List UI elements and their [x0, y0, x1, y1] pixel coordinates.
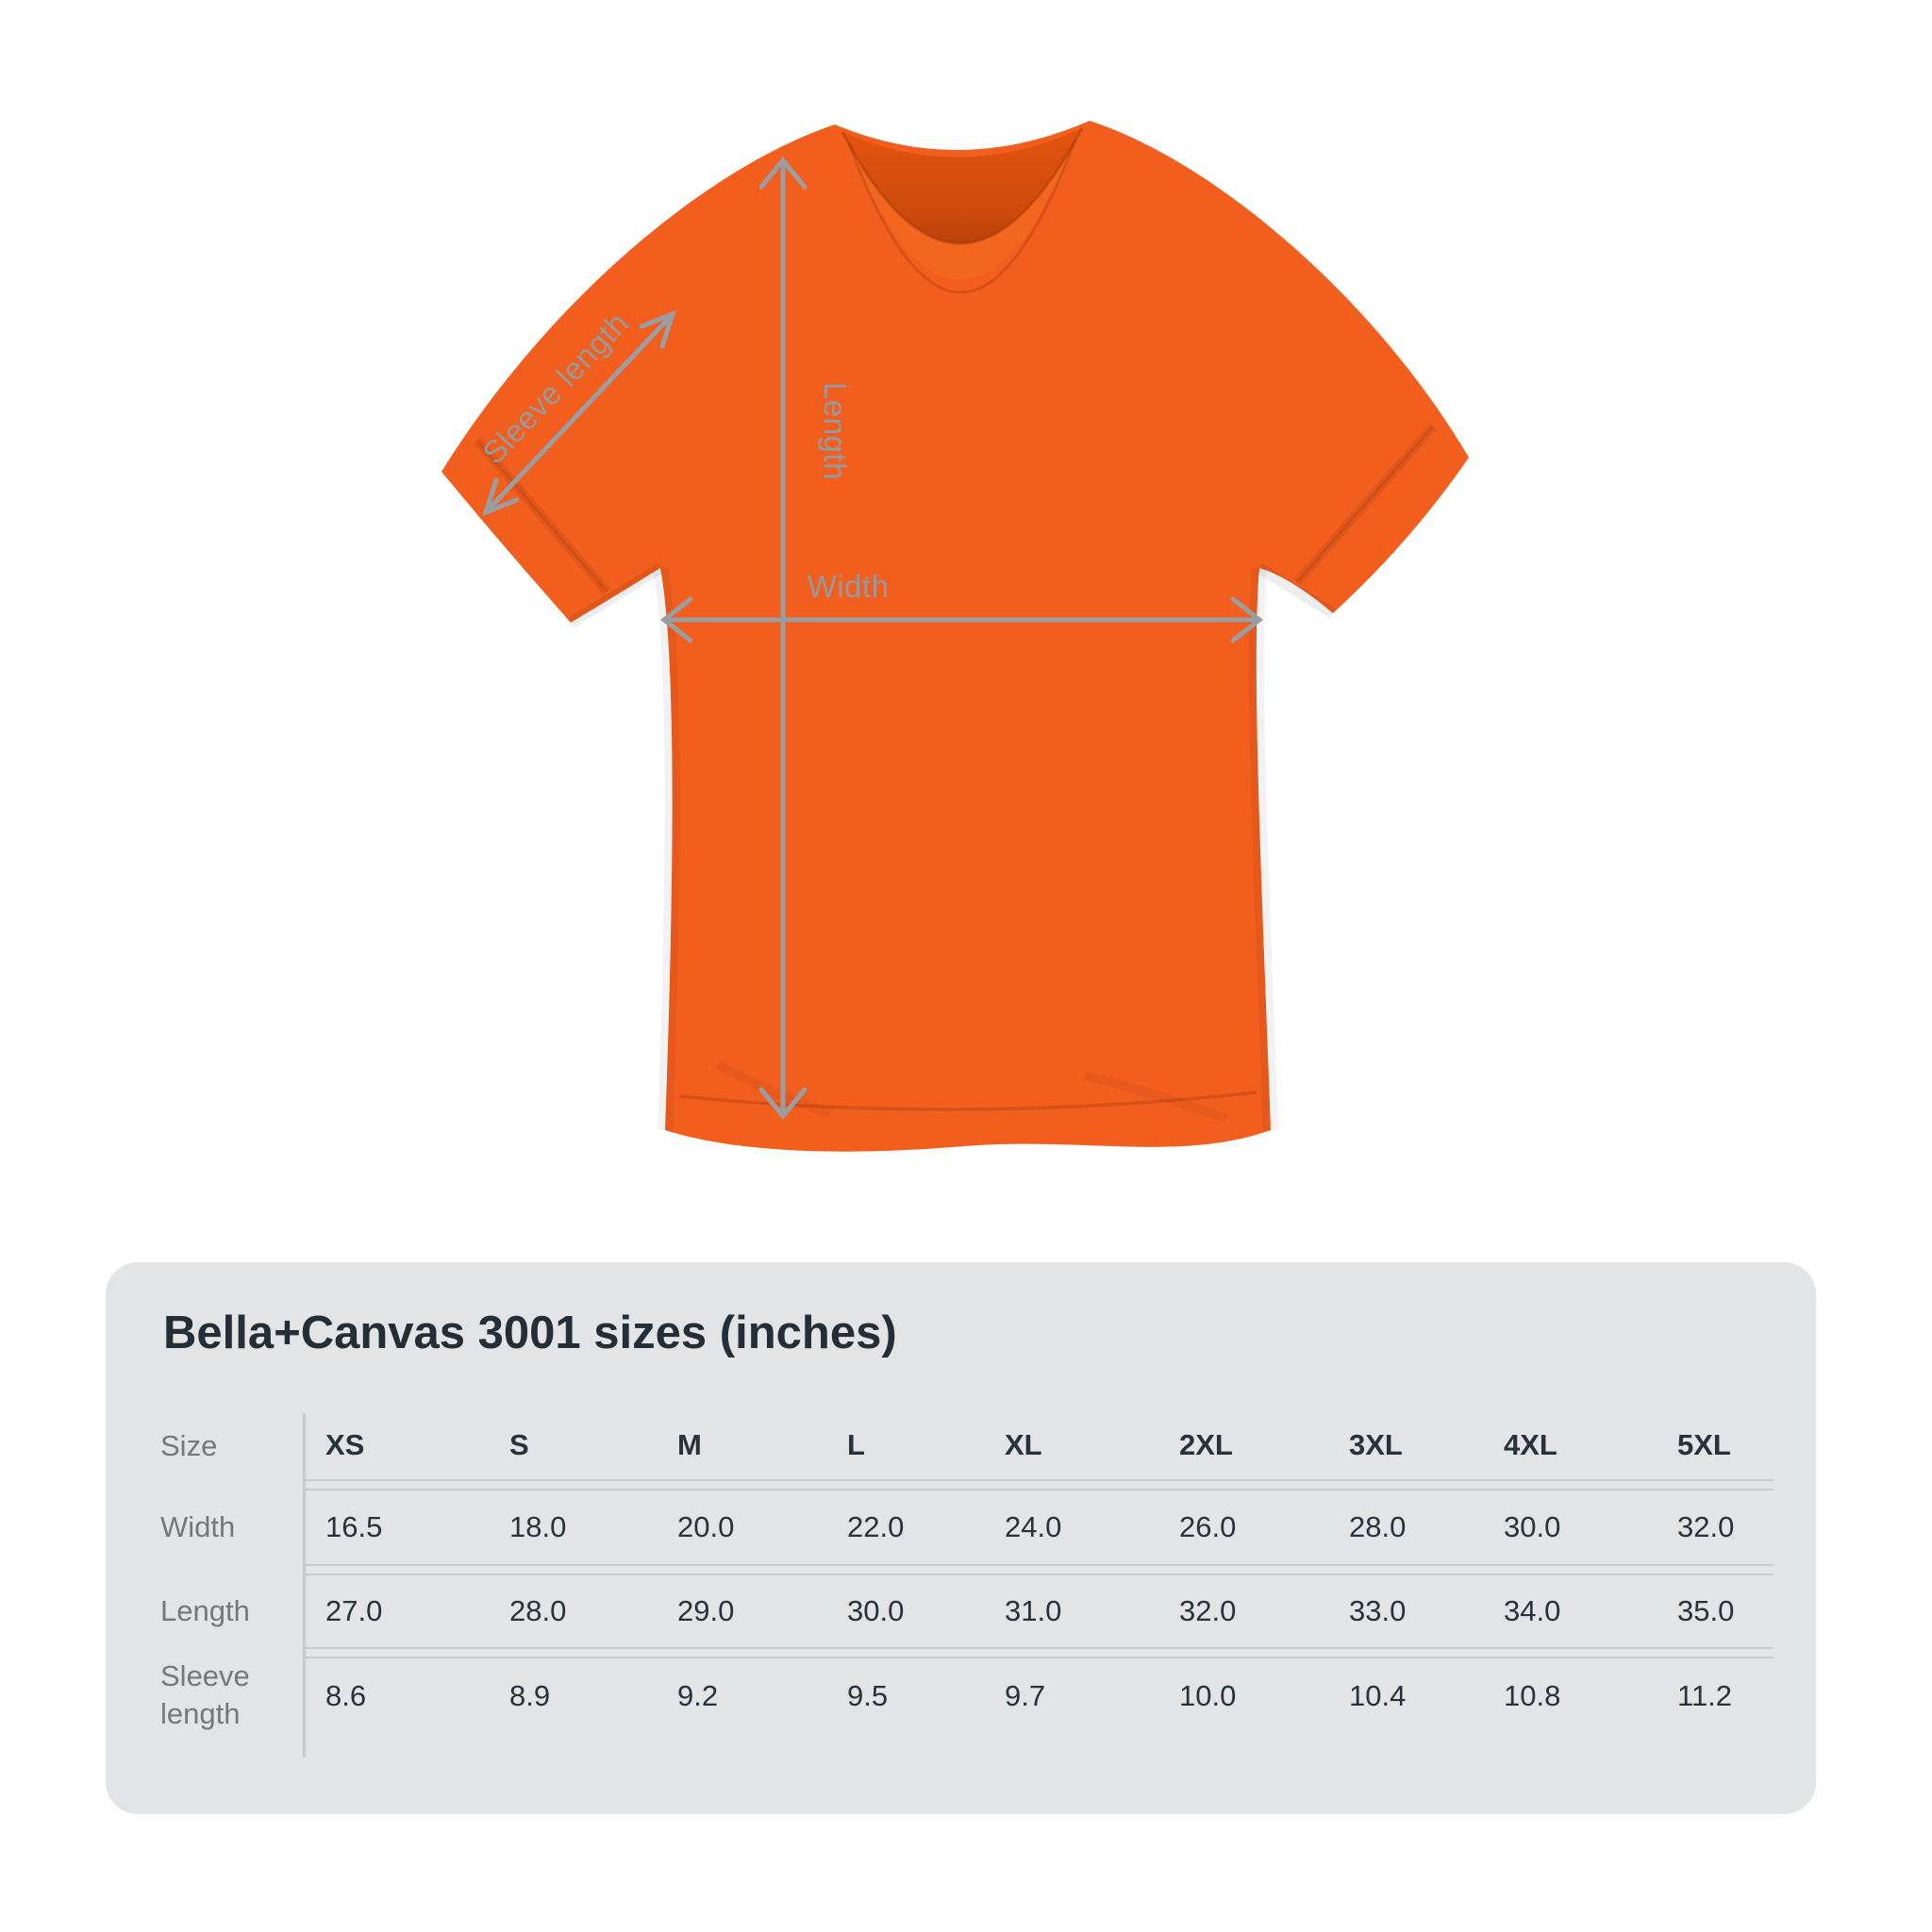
tshirt-body — [441, 121, 1469, 1152]
sleeve-length-arrow — [481, 309, 677, 517]
tshirt-graphic — [441, 121, 1469, 1152]
table-divider — [303, 1413, 306, 1757]
left-seam-shadow — [653, 566, 680, 1131]
width-arrow-label: Width — [808, 569, 890, 604]
row-label-width: Width — [160, 1509, 236, 1543]
hem-wrinkle-left — [714, 1059, 832, 1118]
length-arrow-label: Length — [818, 382, 853, 480]
right-cuff-fold — [1293, 423, 1437, 586]
table-cell: 32.0 — [1657, 1489, 1774, 1566]
column-header-4xl: 4XL — [1483, 1411, 1657, 1481]
column-header-3xl: 3XL — [1328, 1411, 1483, 1481]
table-cell: 11.2 — [1657, 1657, 1774, 1734]
table-cell: 10.8 — [1483, 1657, 1657, 1734]
table-cell: 33.0 — [1328, 1574, 1483, 1649]
left-underarm-shadow — [567, 562, 664, 628]
table-cell: 31.0 — [984, 1574, 1158, 1649]
length-arrow — [758, 157, 808, 1120]
left-cuff-fold — [474, 437, 610, 595]
table-cell: 24.0 — [984, 1489, 1158, 1566]
collar-band — [842, 128, 1082, 280]
table-cell: 20.0 — [657, 1489, 826, 1566]
table-cell: 28.0 — [489, 1574, 657, 1649]
table-cell: 8.6 — [305, 1657, 489, 1734]
table-cell: 35.0 — [1657, 1574, 1774, 1649]
column-header-2xl: 2XL — [1158, 1411, 1328, 1481]
column-header-5xl: 5XL — [1657, 1411, 1774, 1481]
table-cell: 29.0 — [657, 1574, 826, 1649]
collar-opening — [842, 128, 1082, 244]
column-header-l: L — [826, 1411, 984, 1481]
table-cell: 30.0 — [1483, 1489, 1657, 1566]
collar-seam — [841, 127, 1084, 245]
column-header-s: S — [489, 1411, 657, 1481]
table-cell: 30.0 — [826, 1574, 984, 1649]
card-title: Bella+Canvas 3001 sizes (inches) — [163, 1307, 897, 1358]
table-corner-label: Size — [160, 1428, 218, 1462]
table-cell: 34.0 — [1483, 1574, 1657, 1649]
column-header-xl: XL — [984, 1411, 1158, 1481]
table-cell: 32.0 — [1158, 1574, 1328, 1649]
right-underarm-shadow — [1256, 562, 1337, 619]
row-label-sleeve-length: Sleeve length — [160, 1658, 250, 1730]
table-cell: 10.4 — [1328, 1657, 1483, 1734]
table-cell: 9.2 — [657, 1657, 826, 1734]
measurement-arrows — [481, 157, 1264, 1120]
table-cell: 22.0 — [826, 1489, 984, 1566]
size-chart-card: Bella+Canvas 3001 sizes (inches) Size XS… — [106, 1262, 1816, 1814]
width-arrow — [659, 596, 1264, 643]
table-cell: 26.0 — [1158, 1489, 1328, 1566]
collar-stitch — [847, 139, 1077, 294]
left-cuff-stitch — [475, 440, 608, 592]
table-cell: 27.0 — [305, 1574, 489, 1649]
table-cell: 10.0 — [1158, 1657, 1328, 1734]
column-header-m: M — [657, 1411, 826, 1481]
row-label-length: Length — [160, 1593, 250, 1627]
column-header-xs: XS — [305, 1411, 489, 1481]
table-cell: 18.0 — [489, 1489, 657, 1566]
hem-wrinkle-right — [1083, 1071, 1228, 1124]
table-cell: 9.7 — [984, 1657, 1158, 1734]
size-table: Size XS S M L XL 2XL 3XL 4XL 5XL Width 1… — [160, 1411, 1774, 1734]
table-cell: 16.5 — [305, 1489, 489, 1566]
table-cell: 9.5 — [826, 1657, 984, 1734]
right-cuff-stitch — [1295, 425, 1435, 583]
hem-stitch — [678, 1091, 1257, 1111]
table-cell: 28.0 — [1328, 1489, 1483, 1566]
table-cell: 8.9 — [489, 1657, 657, 1734]
